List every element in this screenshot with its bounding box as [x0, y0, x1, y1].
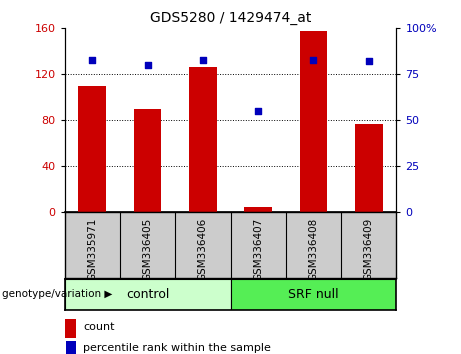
Text: GSM336409: GSM336409 — [364, 218, 374, 281]
Point — [254, 108, 262, 114]
Bar — [134, 109, 161, 212]
Text: percentile rank within the sample: percentile rank within the sample — [83, 343, 271, 353]
Bar — [189, 67, 217, 212]
Text: control: control — [126, 288, 169, 301]
Bar — [65, 279, 230, 310]
Bar — [78, 86, 106, 212]
Text: SRF null: SRF null — [288, 288, 339, 301]
Bar — [244, 207, 272, 212]
Text: count: count — [83, 322, 114, 332]
Text: genotype/variation ▶: genotype/variation ▶ — [2, 289, 112, 299]
Point — [310, 57, 317, 62]
Text: GSM336405: GSM336405 — [142, 218, 153, 281]
Bar — [300, 31, 327, 212]
Text: GSM336407: GSM336407 — [253, 218, 263, 281]
Point — [199, 57, 207, 62]
Text: GSM336406: GSM336406 — [198, 218, 208, 281]
Point — [365, 59, 372, 64]
Bar — [230, 279, 396, 310]
Text: GSM336408: GSM336408 — [308, 218, 319, 281]
Title: GDS5280 / 1429474_at: GDS5280 / 1429474_at — [150, 11, 311, 24]
Point — [89, 57, 96, 62]
Bar — [355, 124, 383, 212]
Point — [144, 62, 151, 68]
Text: GSM335971: GSM335971 — [87, 218, 97, 281]
